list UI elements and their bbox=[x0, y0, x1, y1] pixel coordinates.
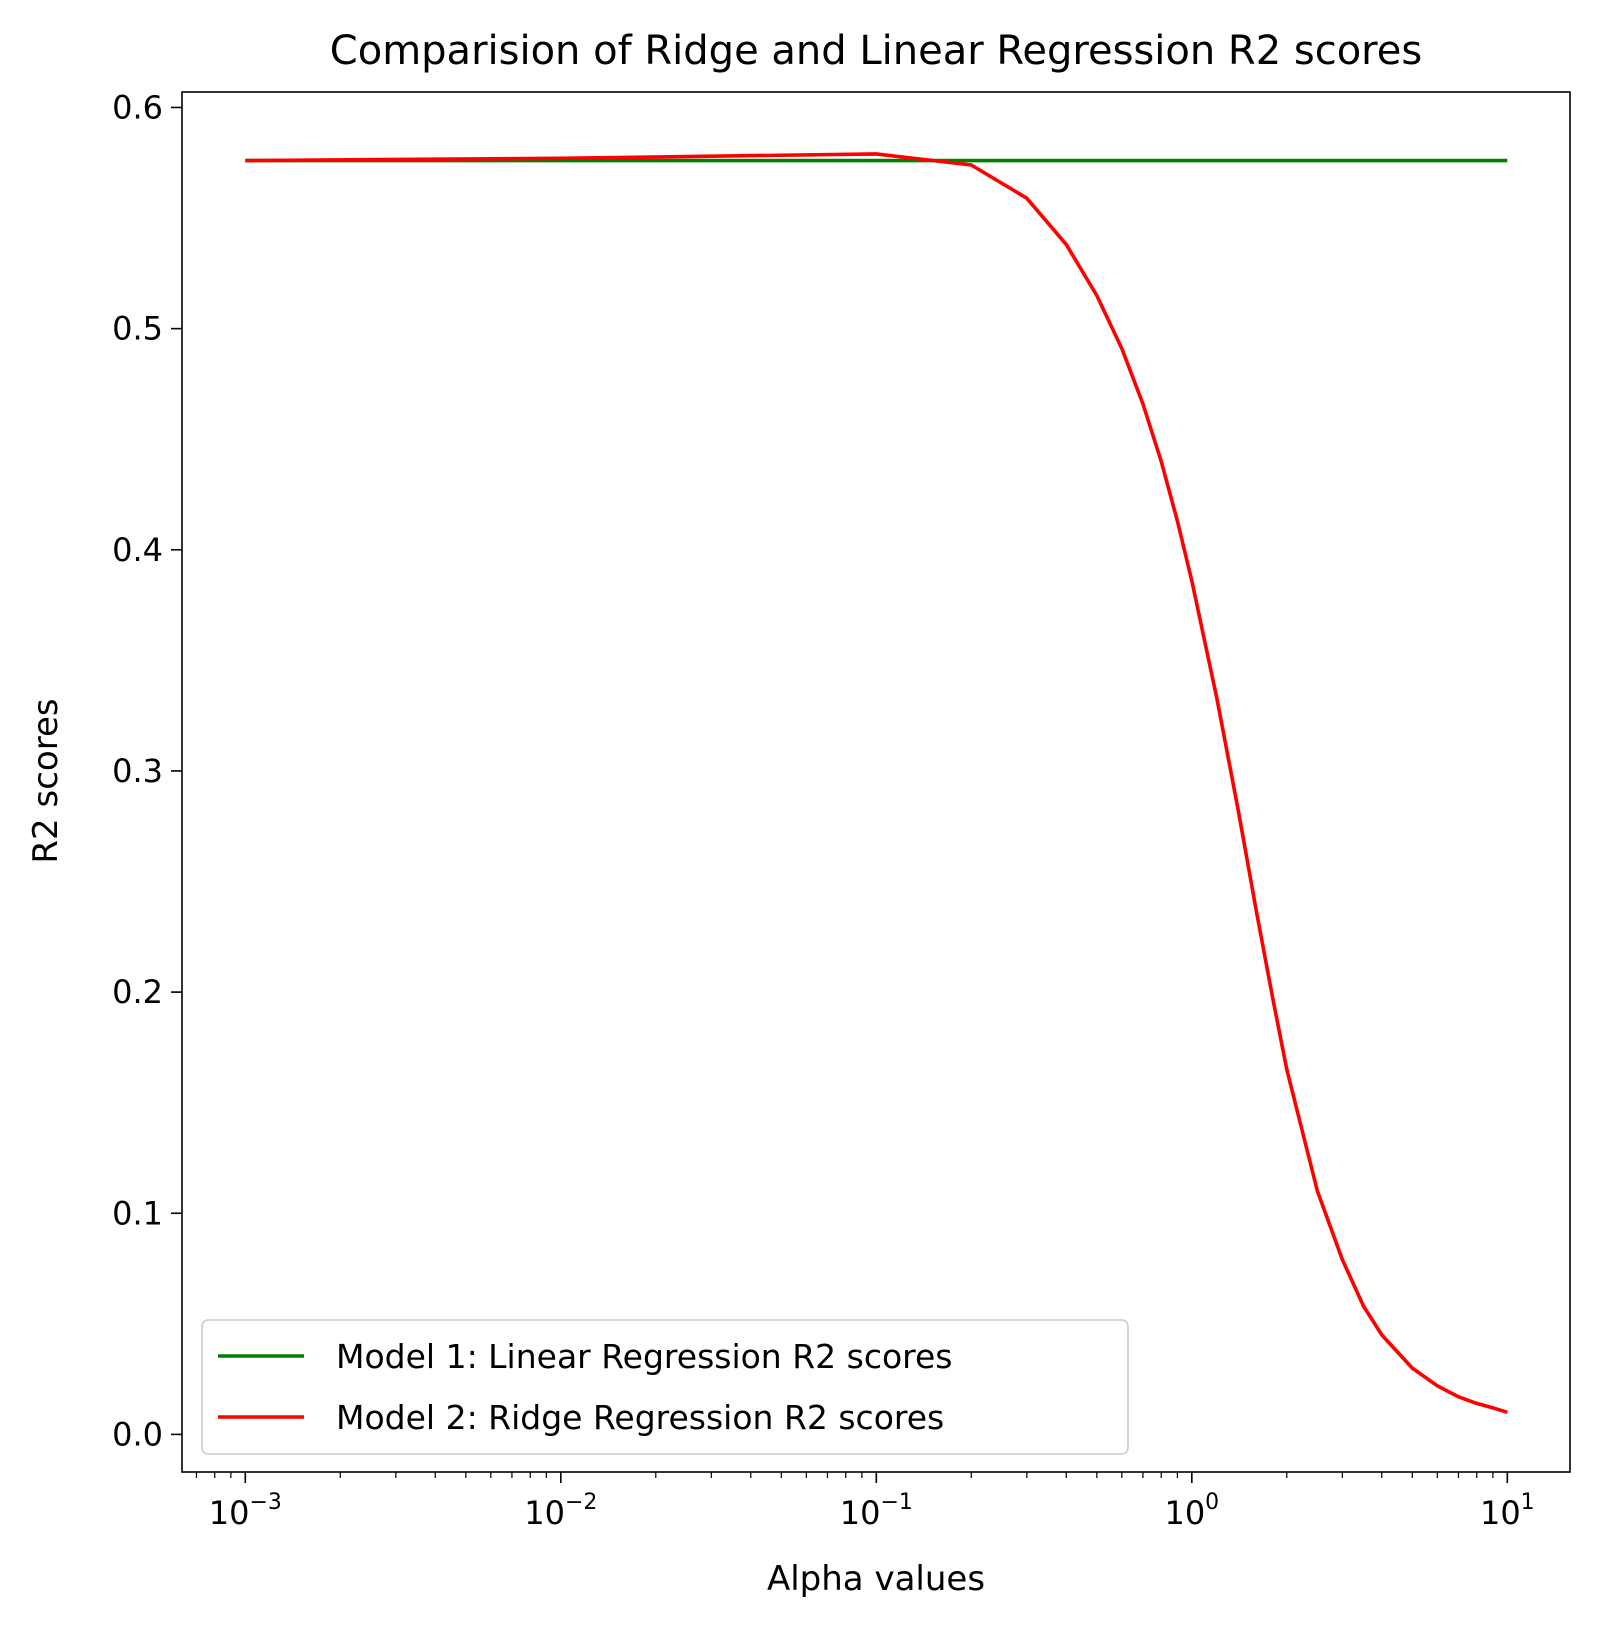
x-axis-ticks: 10−3 10−2 10−1 100 101 bbox=[209, 1472, 1535, 1532]
y-axis-label: R2 scores bbox=[26, 698, 66, 863]
x-tick-exponent: −1 bbox=[880, 1490, 912, 1515]
x-axis-label: Alpha values bbox=[767, 1559, 985, 1599]
y-axis-ticks: 0.0 0.1 0.2 0.3 0.4 0.5 0.6 bbox=[112, 88, 182, 1453]
legend-label-1: Model 1: Linear Regression R2 scores bbox=[336, 1337, 953, 1376]
chart-title: Comparision of Ridge and Linear Regressi… bbox=[330, 28, 1422, 74]
y-tick-label: 0.1 bbox=[112, 1194, 163, 1232]
x-tick-base: 10 bbox=[1480, 1494, 1521, 1532]
x-tick-base: 10 bbox=[209, 1494, 250, 1532]
y-tick-label: 0.2 bbox=[112, 973, 163, 1011]
legend-label-2: Model 2: Ridge Regression R2 scores bbox=[336, 1398, 944, 1437]
y-tick-label: 0.5 bbox=[112, 310, 163, 348]
y-tick-label: 0.6 bbox=[112, 88, 163, 126]
x-minor-ticks bbox=[195, 1472, 1494, 1478]
x-tick-label: 10−2 bbox=[524, 1490, 597, 1532]
y-tick-label: 0.4 bbox=[112, 531, 163, 569]
legend-box bbox=[201, 1319, 1129, 1455]
plot-marks bbox=[245, 152, 1508, 1415]
legend: Model 1: Linear Regression R2 scores Mode… bbox=[201, 1319, 1129, 1455]
plot-frame bbox=[181, 91, 1571, 1473]
x-tick-exponent: 0 bbox=[1205, 1490, 1219, 1515]
x-tick-base: 10 bbox=[524, 1494, 565, 1532]
x-tick-label: 10−1 bbox=[840, 1490, 913, 1532]
x-tick-label: 100 bbox=[1164, 1490, 1219, 1532]
series-line-2 bbox=[245, 152, 1508, 1415]
x-tick-exponent: −2 bbox=[565, 1490, 597, 1515]
x-tick-exponent: 1 bbox=[1521, 1490, 1535, 1515]
x-tick-base: 10 bbox=[840, 1494, 881, 1532]
x-tick-base: 10 bbox=[1164, 1494, 1205, 1532]
x-tick-label: 101 bbox=[1480, 1490, 1535, 1532]
y-tick-label: 0.0 bbox=[112, 1415, 163, 1453]
x-tick-label: 10−3 bbox=[209, 1490, 282, 1532]
y-tick-label: 0.3 bbox=[112, 752, 163, 790]
x-tick-exponent: −3 bbox=[249, 1490, 281, 1515]
